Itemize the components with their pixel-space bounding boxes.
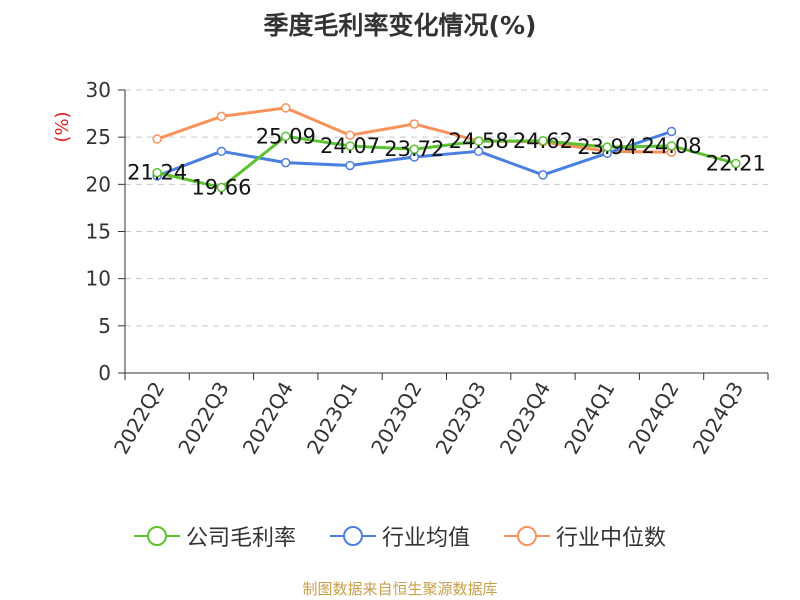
data-label: 24.08	[641, 134, 701, 158]
y-tick-label: 0	[98, 361, 111, 385]
data-label: 22.21	[706, 151, 766, 175]
legend-marker-icon	[504, 526, 550, 546]
series-lines	[152, 103, 741, 193]
y-tick-label: 15	[86, 220, 111, 244]
x-tick-label: 2023Q1	[302, 378, 362, 459]
data-source-note: 制图数据来自恒生聚源数据库	[302, 580, 498, 598]
y-axis-label: (%)	[52, 111, 73, 142]
x-tick-label: 2022Q3	[173, 378, 233, 459]
data-point	[152, 134, 162, 144]
x-tick-label: 2023Q2	[366, 378, 426, 459]
data-point	[281, 103, 291, 113]
y-tick-label: 20	[86, 172, 111, 196]
data-point	[473, 136, 484, 146]
legend-label: 行业中位数	[556, 526, 667, 551]
legend-label: 行业均值	[381, 526, 470, 551]
data-point	[538, 136, 548, 146]
data-label: 24.07	[320, 134, 380, 158]
x-tick-label: 2024Q1	[559, 378, 619, 459]
data-point	[731, 158, 741, 169]
legend-marker-icon	[133, 526, 180, 546]
legend: 公司毛利率 行业均值 行业中位数	[0, 518, 800, 554]
data-point	[281, 131, 291, 142]
data-label: 19.66	[191, 176, 251, 200]
x-tick-label: 2023Q3	[431, 378, 491, 459]
data-point	[666, 141, 677, 151]
series-line	[156, 134, 737, 190]
grid-lines	[125, 89, 768, 327]
data-point	[281, 157, 291, 168]
data-point	[345, 141, 355, 151]
data-label: 21.24	[127, 161, 187, 185]
legend-item-company-margin[interactable]: 公司毛利率	[133, 520, 296, 552]
data-point	[409, 119, 420, 129]
x-tick-label: 2022Q2	[109, 378, 169, 459]
legend-item-industry-mean[interactable]: 行业均值	[329, 520, 470, 552]
data-label: 24.62	[513, 129, 573, 153]
y-tick-label: 30	[86, 78, 111, 102]
data-label: 23.72	[384, 137, 444, 161]
data-label: 24.58	[449, 129, 509, 153]
y-tick-label: 5	[98, 314, 111, 338]
y-tick-label: 25	[86, 125, 111, 149]
data-point	[538, 170, 548, 180]
data-point	[216, 146, 227, 157]
data-point	[473, 146, 484, 157]
data-label: 23.94	[577, 135, 637, 159]
data-point	[666, 126, 677, 137]
data-point	[152, 167, 162, 178]
data-point	[345, 160, 355, 171]
data-point	[216, 111, 227, 122]
data-point	[345, 130, 355, 141]
y-tick-label: 10	[86, 267, 111, 291]
x-tick-label: 2024Q2	[623, 378, 683, 459]
data-point	[602, 142, 612, 152]
legend-label: 公司毛利率	[185, 526, 296, 551]
legend-item-industry-median[interactable]: 行业中位数	[504, 520, 666, 552]
data-point	[216, 182, 227, 193]
data-label: 25.09	[256, 124, 316, 148]
data-point	[409, 144, 420, 154]
x-tick-label: 2023Q4	[495, 378, 555, 459]
x-tick-label: 2022Q4	[238, 378, 298, 459]
legend-marker-icon	[329, 526, 376, 546]
x-tick-label: 2024Q3	[688, 378, 748, 459]
chart-title: 季度毛利率变化情况(%)	[263, 11, 537, 40]
